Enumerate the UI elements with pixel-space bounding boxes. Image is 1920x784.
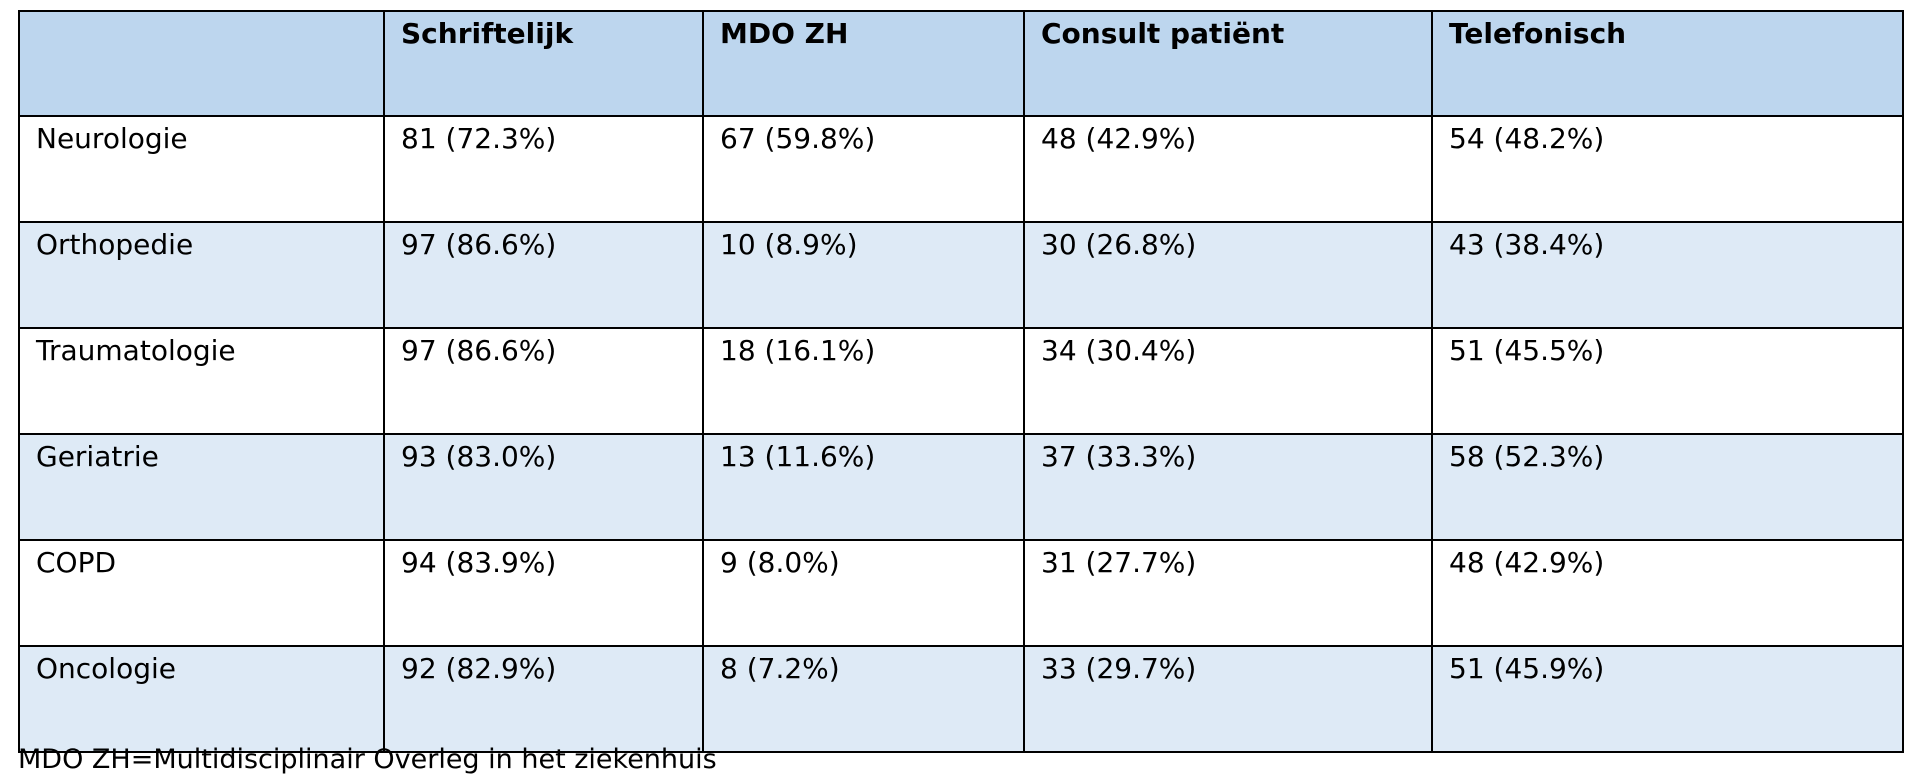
table-row: Traumatologie 97 (86.6%) 18 (16.1%) 34 (…: [18, 327, 1904, 435]
row-label-cell: Oncologie: [18, 645, 385, 753]
row-label-cell: COPD: [18, 539, 385, 647]
table-cell: 48 (42.9%): [1431, 539, 1904, 647]
table-footnote: MDO ZH=Multidisciplinair Overleg in het …: [18, 744, 717, 775]
table-row: Oncologie 92 (82.9%) 8 (7.2%) 33 (29.7%)…: [18, 645, 1904, 753]
header-cell-telefonisch: Telefonisch: [1431, 10, 1904, 117]
table-cell: 18 (16.1%): [702, 327, 1025, 435]
row-label-cell: Neurologie: [18, 115, 385, 223]
table-cell: 51 (45.9%): [1431, 645, 1904, 753]
header-cell-consult-patient: Consult patiënt: [1023, 10, 1433, 117]
table-cell: 43 (38.4%): [1431, 221, 1904, 329]
table-cell: 34 (30.4%): [1023, 327, 1433, 435]
table-cell: 10 (8.9%): [702, 221, 1025, 329]
table-row: Neurologie 81 (72.3%) 67 (59.8%) 48 (42.…: [18, 115, 1904, 223]
table-cell: 67 (59.8%): [702, 115, 1025, 223]
table-cell: 58 (52.3%): [1431, 433, 1904, 541]
data-table-container: Schriftelijk MDO ZH Consult patiënt Tele…: [18, 10, 1904, 753]
table-cell: 97 (86.6%): [383, 221, 704, 329]
table-cell: 8 (7.2%): [702, 645, 1025, 753]
table-cell: 54 (48.2%): [1431, 115, 1904, 223]
table-cell: 51 (45.5%): [1431, 327, 1904, 435]
data-table: Schriftelijk MDO ZH Consult patiënt Tele…: [18, 10, 1904, 753]
row-label-cell: Traumatologie: [18, 327, 385, 435]
table-cell: 33 (29.7%): [1023, 645, 1433, 753]
table-cell: 37 (33.3%): [1023, 433, 1433, 541]
header-cell-mdo-zh: MDO ZH: [702, 10, 1025, 117]
table-cell: 97 (86.6%): [383, 327, 704, 435]
table-body: Neurologie 81 (72.3%) 67 (59.8%) 48 (42.…: [18, 115, 1904, 753]
table-row: Orthopedie 97 (86.6%) 10 (8.9%) 30 (26.8…: [18, 221, 1904, 329]
table-cell: 81 (72.3%): [383, 115, 704, 223]
row-label-cell: Orthopedie: [18, 221, 385, 329]
header-cell-schriftelijk: Schriftelijk: [383, 10, 704, 117]
table-cell: 30 (26.8%): [1023, 221, 1433, 329]
table-cell: 9 (8.0%): [702, 539, 1025, 647]
row-label-cell: Geriatrie: [18, 433, 385, 541]
table-cell: 94 (83.9%): [383, 539, 704, 647]
table-cell: 92 (82.9%): [383, 645, 704, 753]
table-cell: 93 (83.0%): [383, 433, 704, 541]
table-header: Schriftelijk MDO ZH Consult patiënt Tele…: [18, 10, 1904, 117]
table-cell: 31 (27.7%): [1023, 539, 1433, 647]
table-row: COPD 94 (83.9%) 9 (8.0%) 31 (27.7%) 48 (…: [18, 539, 1904, 647]
table-row: Geriatrie 93 (83.0%) 13 (11.6%) 37 (33.3…: [18, 433, 1904, 541]
table-cell: 48 (42.9%): [1023, 115, 1433, 223]
table-cell: 13 (11.6%): [702, 433, 1025, 541]
header-row: Schriftelijk MDO ZH Consult patiënt Tele…: [18, 10, 1904, 117]
header-cell-empty: [18, 10, 385, 117]
